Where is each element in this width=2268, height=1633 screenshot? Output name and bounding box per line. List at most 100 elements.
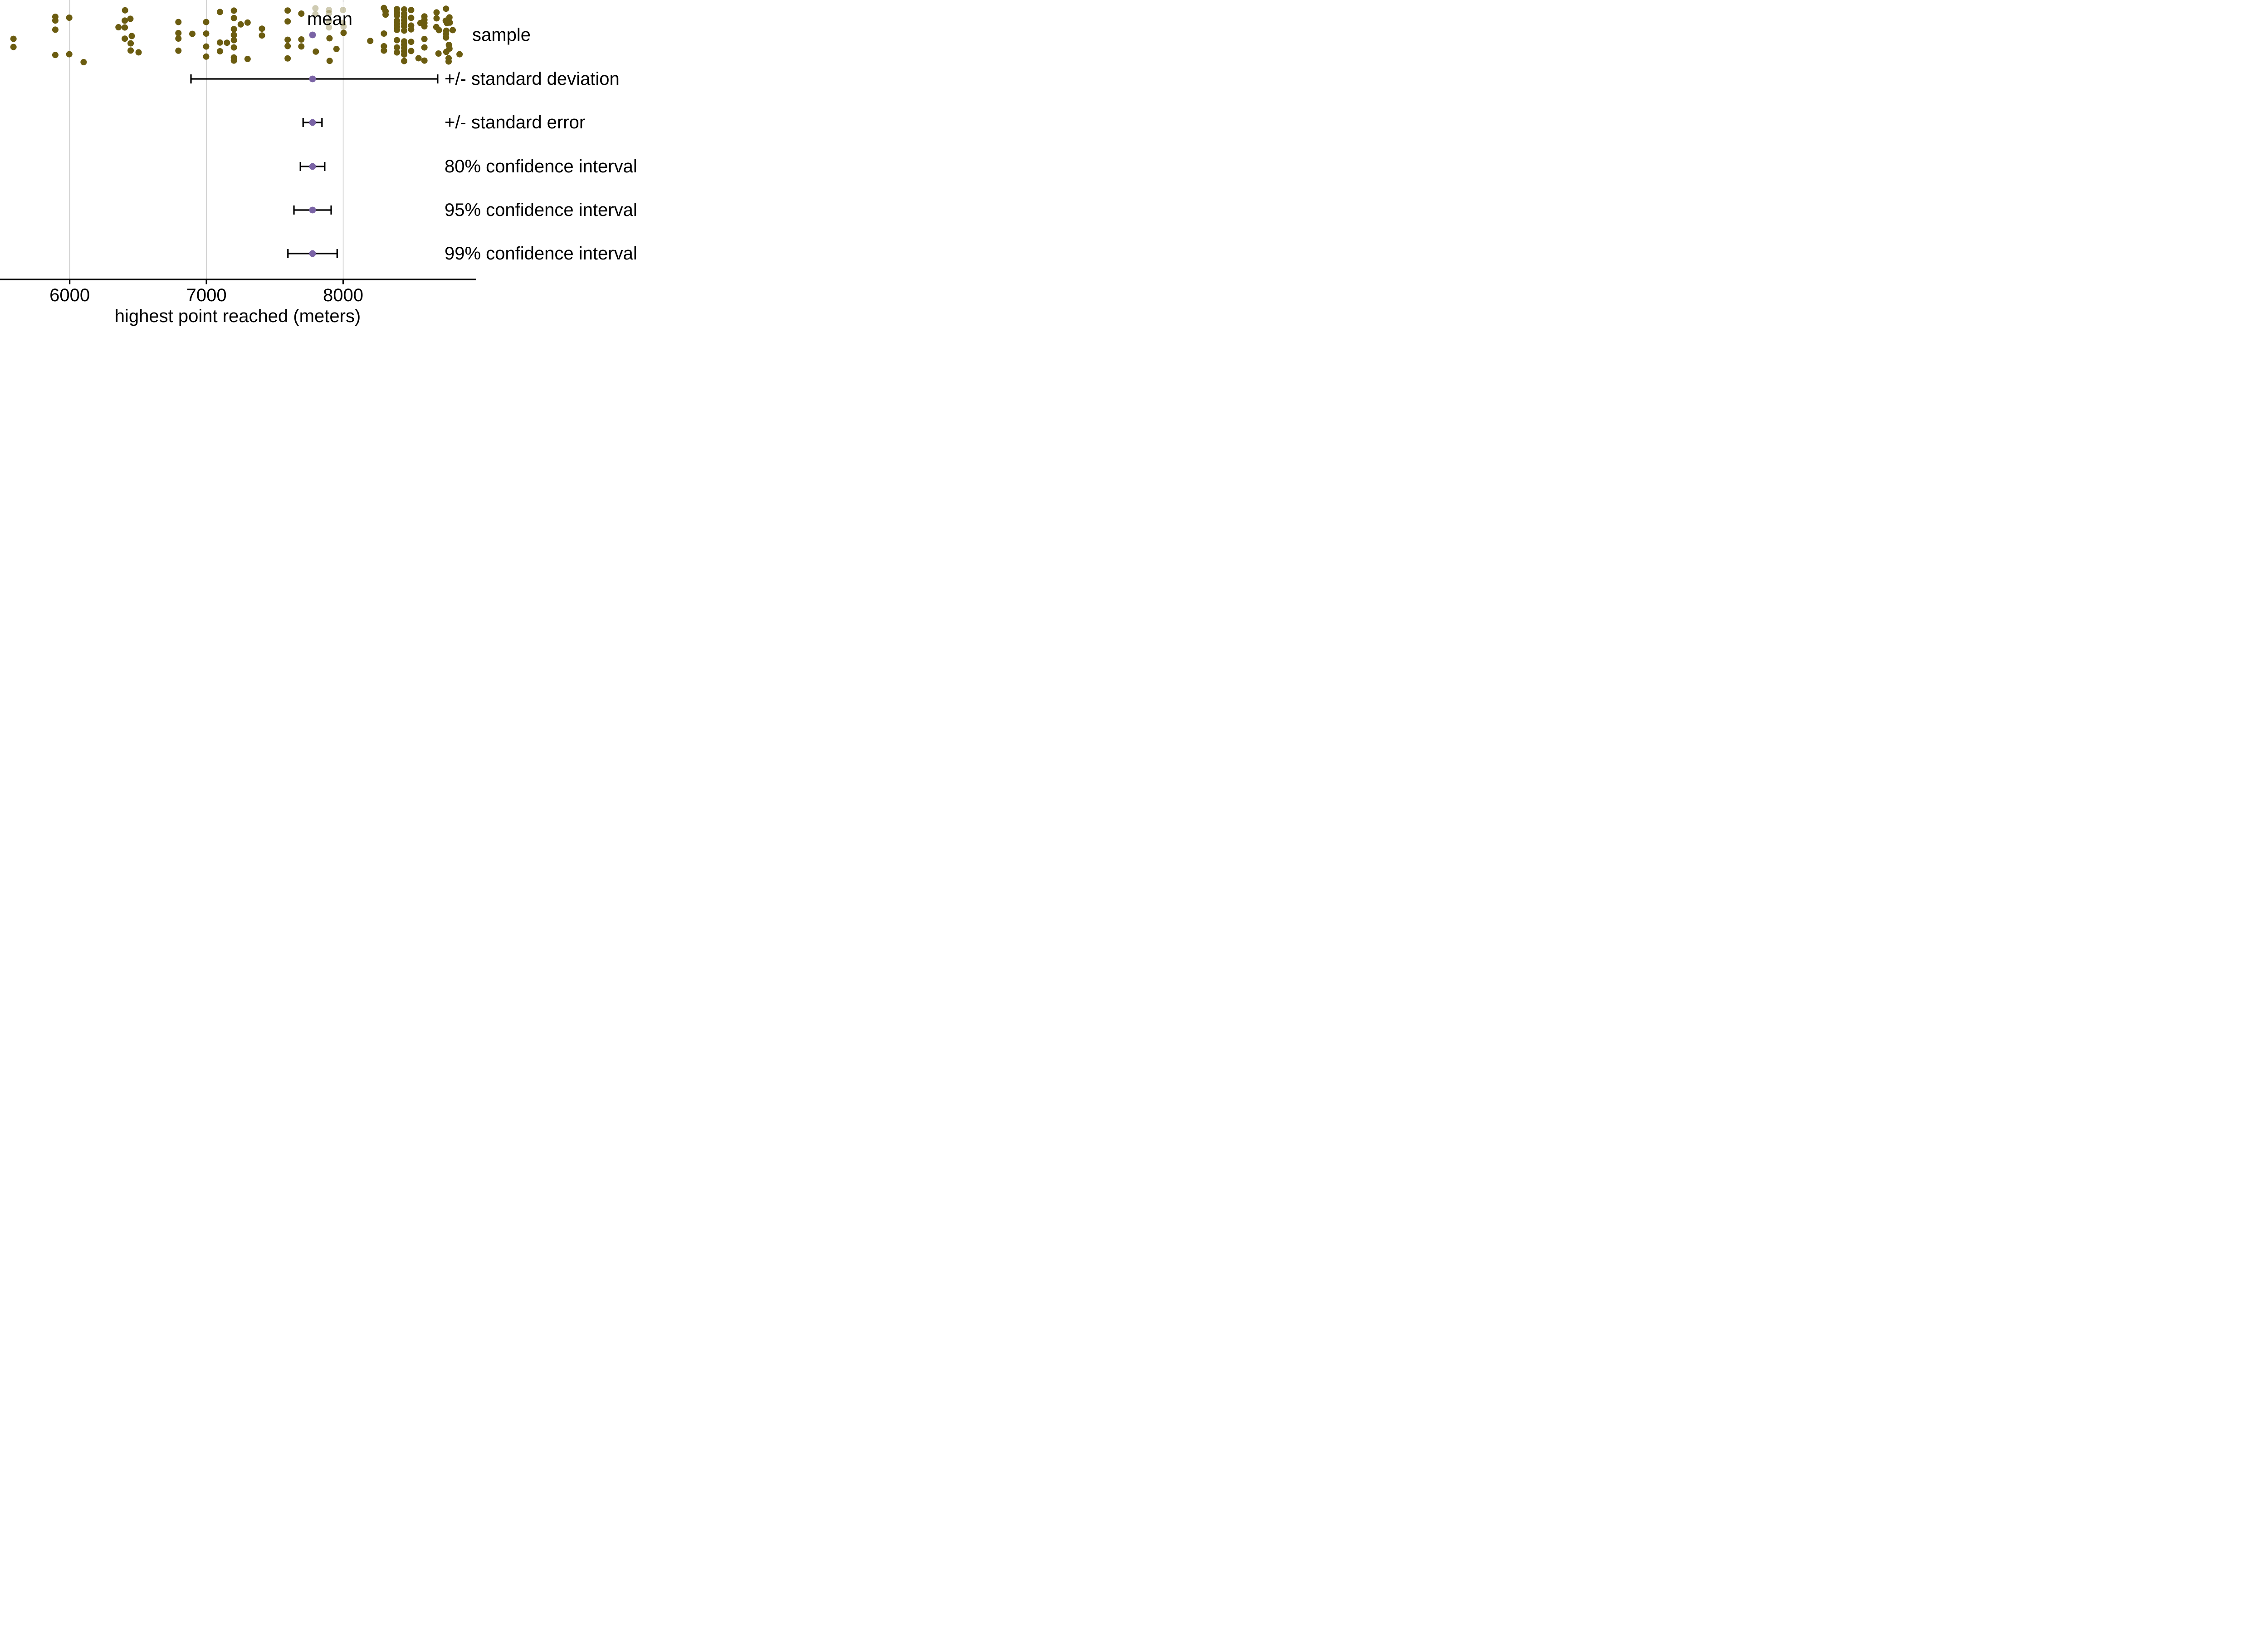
sample-dot	[421, 57, 428, 64]
sample-dot	[284, 7, 291, 14]
sample-dot	[415, 55, 422, 62]
sample-dot	[433, 15, 440, 22]
errorbar-mean-dot	[309, 206, 316, 214]
sample-dot	[381, 30, 387, 37]
sample-dot	[122, 35, 128, 42]
sample-dot	[175, 35, 182, 42]
sample-dot	[443, 5, 450, 12]
sample-dot	[203, 19, 210, 25]
sample-dot	[230, 57, 237, 64]
sample-dot	[128, 33, 135, 39]
sample-dot	[408, 26, 415, 33]
sample-dot	[230, 44, 237, 51]
sample-dot	[326, 24, 332, 31]
sample-dot	[333, 46, 340, 52]
sample-dot	[230, 15, 237, 21]
row-label-standard-error: +/- standard error	[445, 112, 586, 132]
sample-dot	[367, 38, 374, 44]
x-tick-label-6000: 6000	[49, 285, 90, 305]
sample-dot	[122, 24, 128, 31]
sample-dot	[135, 49, 142, 56]
sample-dot	[340, 29, 347, 36]
sample-dot	[401, 51, 408, 58]
sample-dot	[284, 43, 291, 49]
sample-dot	[408, 15, 415, 21]
sample-dot	[298, 43, 305, 50]
sample-dot	[340, 20, 347, 26]
sample-dot	[122, 17, 128, 24]
sample-dot	[326, 7, 332, 13]
sample-dot	[382, 11, 389, 18]
row-label-ci95: 95% confidence interval	[445, 200, 637, 220]
sample-dot	[456, 51, 463, 58]
sample-dot	[408, 39, 415, 45]
sample-dot	[435, 50, 442, 57]
sample-dot	[421, 44, 428, 51]
sample-dot	[230, 37, 237, 44]
sample-dot	[224, 39, 230, 46]
sample-dot	[450, 27, 456, 34]
sample-dot	[259, 25, 265, 32]
sample-dot	[340, 7, 347, 13]
row-label-ci99: 99% confidence interval	[445, 244, 637, 264]
sample-dot	[230, 7, 237, 14]
row-label-sample: sample	[472, 25, 531, 45]
sample-dot	[10, 35, 17, 42]
sample-dot	[326, 18, 332, 24]
sample-dot	[443, 34, 450, 41]
sample-dot	[122, 7, 128, 14]
sample-dot	[203, 53, 210, 60]
sample-dot	[244, 19, 251, 26]
sample-dot	[446, 19, 453, 26]
sample-dot	[175, 47, 182, 54]
errorbar-mean-dot	[309, 75, 316, 83]
sample-dot	[445, 58, 452, 65]
mean-dot	[309, 31, 316, 39]
sample-dot	[401, 27, 408, 34]
sample-dot	[421, 36, 428, 42]
sample-dot	[244, 56, 251, 62]
row-label-standard-deviation: +/- standard deviation	[445, 69, 620, 89]
sample-dot	[394, 49, 401, 56]
sample-dot	[259, 32, 265, 39]
sample-dot	[66, 51, 73, 58]
x-tick-label-8000: 8000	[323, 285, 364, 305]
sample-dot	[326, 10, 332, 16]
sample-dot	[408, 48, 415, 54]
sample-dot	[216, 39, 223, 46]
sample-dot	[421, 23, 428, 29]
errorbar-mean-dot	[309, 250, 316, 257]
sample-dot	[216, 9, 223, 15]
sample-dot	[446, 14, 453, 21]
sample-dot	[284, 36, 291, 43]
sample-dot	[115, 24, 122, 30]
errorbar-mean-dot	[309, 119, 316, 126]
sample-dot	[298, 36, 305, 43]
sample-dot	[312, 5, 319, 12]
sample-dot	[10, 44, 17, 50]
sample-dot	[284, 55, 291, 62]
sample-dot	[66, 15, 73, 21]
sample-dot	[340, 23, 347, 30]
sample-dot	[394, 44, 401, 51]
mean-annotation-halo	[308, 2, 359, 32]
sample-dot	[401, 58, 408, 64]
sample-dot	[313, 48, 319, 55]
sample-dot	[230, 32, 237, 39]
sample-dot	[435, 27, 442, 34]
sample-dot	[127, 40, 134, 47]
sample-dot	[52, 17, 59, 24]
sample-dot	[230, 26, 237, 33]
sample-dot	[408, 7, 415, 14]
sample-dot	[127, 47, 134, 54]
sample-dot	[52, 52, 59, 59]
sample-dot	[326, 35, 333, 42]
sample-dot	[80, 59, 87, 65]
sample-dot	[298, 10, 305, 17]
sample-dot	[394, 37, 401, 44]
sample-dot	[216, 48, 223, 54]
sample-dot	[127, 15, 134, 22]
sample-dot	[175, 19, 182, 25]
sample-dot	[433, 9, 440, 16]
x-tick-label-7000: 7000	[186, 285, 227, 305]
